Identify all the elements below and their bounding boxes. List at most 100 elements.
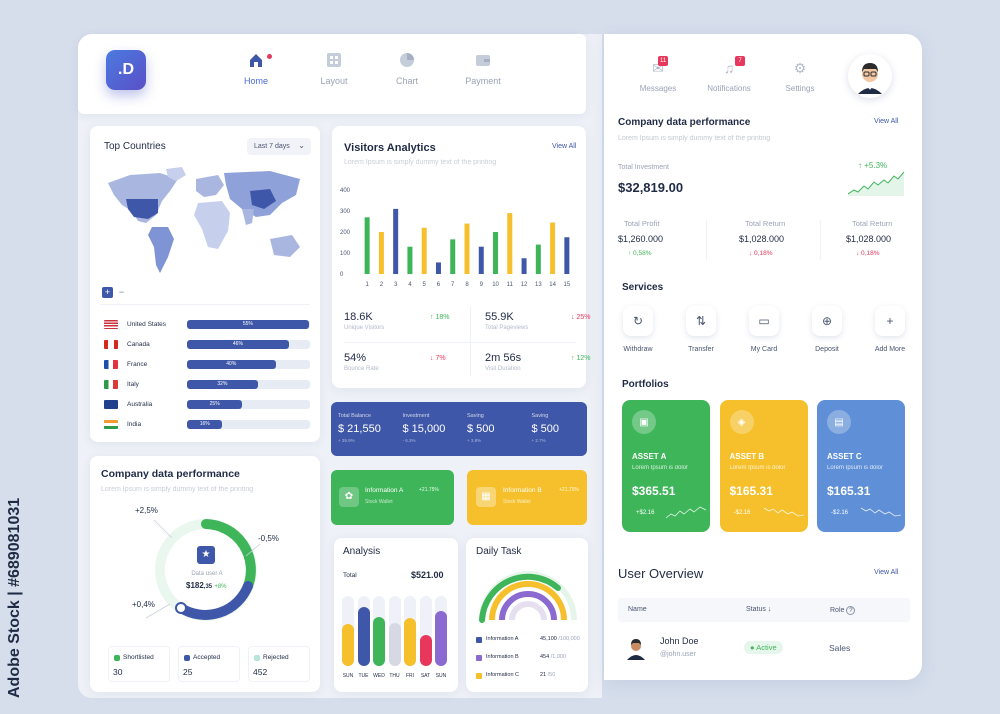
chevron-down-icon: ⌄ (298, 141, 305, 150)
range-select[interactable]: Last 7 days ⌄ (247, 138, 311, 155)
stat-label: Unique Visitors (344, 325, 385, 331)
table-row[interactable]: John Doe @john.user ● Active Sales (618, 626, 910, 670)
notification-badge: 7 (735, 56, 745, 66)
metric-label: Total Return (852, 219, 893, 228)
user-avatar[interactable] (848, 54, 892, 98)
donut-center-label: Data user A (191, 571, 223, 577)
avatar-face-icon (852, 58, 888, 94)
asset-description: Lorem Ipsum is dolor (729, 465, 786, 471)
donut-center-value: $182,35 +8% (186, 581, 227, 590)
donut-label-bottom: +0,4% (132, 600, 155, 609)
chart-bar (393, 208, 399, 274)
map-china-highlight (250, 189, 276, 209)
daily-task-radial-chart (479, 571, 577, 623)
company-left-subtitle: Lorem Ipsum is simply dummy text of the … (101, 486, 254, 493)
country-name: Canada (127, 341, 150, 348)
services-title: Services (622, 282, 664, 293)
info-a-title: Information A (365, 487, 404, 494)
metric-value: $1,028.000 (739, 234, 785, 244)
asset-card-1[interactable]: ◈ ASSET B Lorem Ipsum is dolor $165.31 -$2.1… (719, 400, 808, 532)
service-deposit-button[interactable]: ⊕ Deposit (802, 306, 852, 353)
column-header-name[interactable]: Name (628, 606, 647, 613)
asset-card-2[interactable]: ▤ ASSET C Lorem Ipsum is dolor $165.31 -$2.1… (817, 400, 905, 532)
in-flag-icon (104, 420, 118, 429)
task-total: /100,000 (556, 636, 580, 642)
analysis-column-fill (419, 634, 432, 666)
chart-bar (564, 237, 570, 274)
topbar-messages[interactable]: ✉ Messages 11 (626, 56, 690, 93)
country-bar-fill: 25% (187, 400, 243, 409)
topbar-notifications[interactable]: ♫ Notifications 7 (697, 56, 761, 93)
info-card-a[interactable]: ✿ Information A +21.75% Stock Wallet (331, 470, 454, 525)
chart-bar (521, 258, 527, 274)
metric-change: ↑ 0,58% (628, 250, 652, 257)
service-transfer-button[interactable]: ⇅ Transfer (676, 306, 726, 353)
balance-value: $ 500 (531, 423, 560, 435)
user-overview-title: User Overview (618, 566, 704, 581)
visitors-stats-vdivider (470, 306, 471, 376)
user-overview-view-all-link[interactable]: View All (874, 569, 899, 576)
chart-bar (464, 223, 470, 274)
analysis-title: Analysis (343, 546, 381, 557)
map-south-america (148, 227, 174, 273)
nav-home[interactable]: Home (228, 52, 284, 86)
chart-bar (507, 213, 513, 274)
service-label: Transfer (688, 346, 714, 353)
map-zoom-out-button[interactable]: − (118, 287, 125, 297)
country-bar-track: 40% (187, 360, 310, 369)
analysis-column-fill (388, 622, 401, 666)
stat-label: Visit Duration (485, 366, 521, 372)
info-card-b[interactable]: ▦ Information B +21.75% Stock Wallet (467, 470, 587, 525)
nav-payment[interactable]: Payment (455, 52, 511, 86)
balance-label: Total Balance (338, 413, 372, 419)
legend-box: Shortlisted 30 (108, 646, 170, 682)
nav-layout[interactable]: Layout (306, 52, 362, 86)
analysis-day-label: SAT (420, 673, 431, 679)
column-header-status[interactable]: Status ↓ (746, 606, 771, 613)
analysis-column-fill (435, 611, 447, 666)
y-tick-label: 100 (340, 251, 351, 257)
info-b-icon: ▦ (476, 487, 496, 507)
sort-arrow-icon: ↓ (767, 606, 772, 613)
donut-leader-line (245, 543, 261, 557)
donut-segment-blue (176, 581, 253, 620)
status-badge-label: Active (756, 643, 777, 652)
service-add-more-button[interactable]: + Add More (865, 306, 915, 353)
x-tick-label: 10 (492, 282, 499, 288)
x-tick-label: 5 (423, 282, 427, 288)
nav-label: Chart (395, 76, 418, 86)
x-tick-label: 14 (549, 282, 556, 288)
chart-bar (535, 244, 541, 274)
visitors-view-all-link[interactable]: View All (552, 143, 577, 150)
task-swatch (476, 673, 482, 679)
column-header-role[interactable]: Role ? (830, 606, 856, 615)
balance-change: + 3.8% (467, 438, 482, 443)
asset-description: Lorem Ipsum is dolor (632, 465, 689, 471)
country-bar-fill: 16% (187, 420, 223, 429)
balance-value: $ 15,000 (402, 423, 446, 435)
au-flag-icon (104, 400, 118, 409)
country-name: United States (127, 321, 167, 328)
map-zoom-in-button[interactable]: + (102, 287, 113, 298)
x-tick-label: 11 (507, 282, 514, 288)
x-tick-label: 1 (365, 282, 369, 288)
topbar-settings[interactable]: ⚙ Settings (768, 60, 832, 93)
portfolios-title: Portfolios (622, 379, 669, 390)
brand-logo[interactable]: .D (106, 50, 146, 90)
asset-description: Lorem Ipsum is dolor (827, 465, 884, 471)
asset-value: $165.31 (827, 484, 871, 498)
deposit-icon: ⊕ (812, 306, 842, 336)
company-right-view-all-link[interactable]: View All (874, 118, 899, 125)
radial-arc-outer (479, 573, 561, 623)
task-total: /1,000 (549, 654, 567, 660)
stat-value: 55.9K (485, 311, 514, 323)
service-my-card-button[interactable]: ▭ My Card (739, 306, 789, 353)
task-value: 454 /1,000 (540, 654, 567, 660)
legend-box: Rejected 452 (248, 646, 310, 682)
service-withdraw-button[interactable]: ↻ Withdraw (613, 306, 663, 353)
asset-sparkline-line (861, 507, 901, 517)
stat-change: ↓ 25% (571, 314, 591, 321)
layout-icon (327, 53, 341, 67)
asset-card-0[interactable]: ▣ ASSET A Lorem Ipsum is dolor $365.51 +$2.1… (622, 400, 710, 532)
nav-chart[interactable]: Chart (379, 52, 435, 86)
